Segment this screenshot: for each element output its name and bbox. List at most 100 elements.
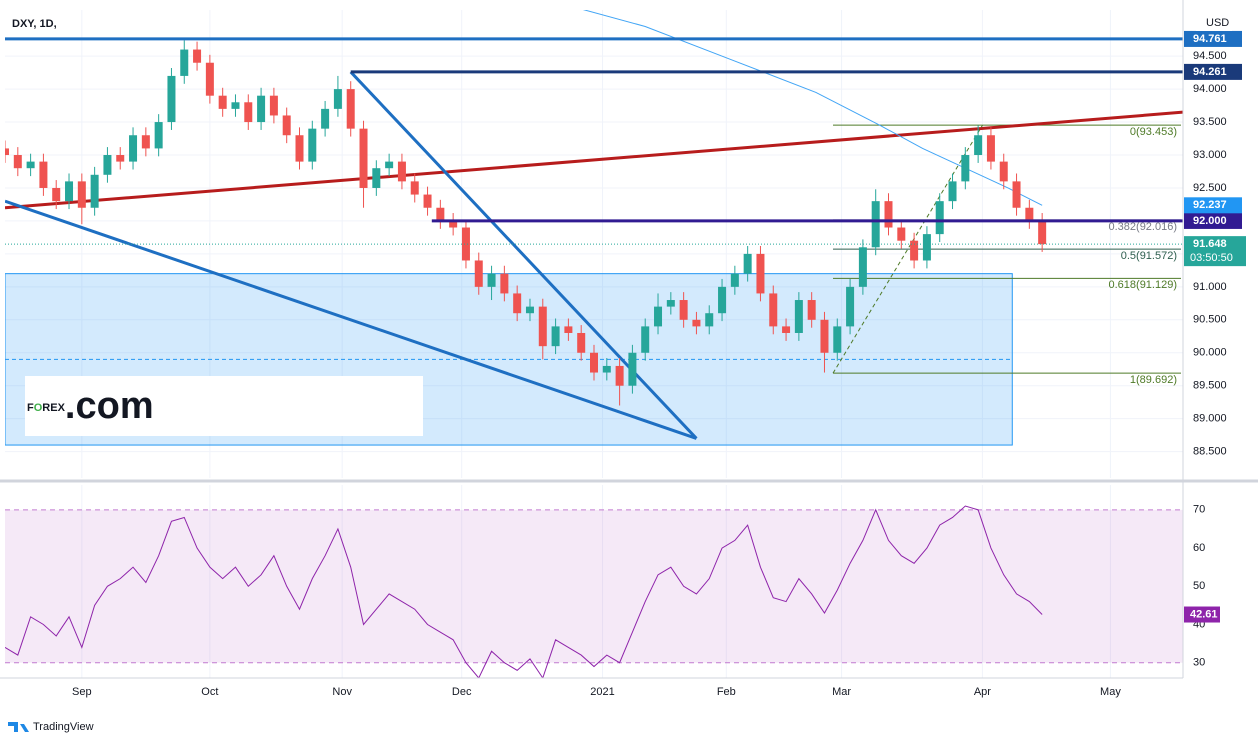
candle-body: [705, 313, 714, 327]
candle-body: [141, 135, 150, 149]
brand: TradingView: [33, 721, 94, 733]
candle-body: [602, 365, 611, 373]
ma-label: 92.237: [1193, 199, 1227, 211]
candle-body: [385, 161, 394, 169]
candle-body: [449, 220, 458, 228]
candle-body: [538, 306, 547, 347]
candle-body: [474, 260, 483, 287]
candle-body: [756, 253, 765, 294]
candle-body: [961, 155, 970, 182]
candle-body: [65, 181, 74, 202]
logo-part: .com: [65, 385, 154, 427]
candle-body: [525, 306, 534, 314]
candle-body: [1025, 207, 1034, 221]
candle-body: [321, 108, 330, 129]
candle-body: [628, 352, 637, 386]
fib-label: 0.618(91.129): [1109, 279, 1178, 291]
trendline: [349, 70, 698, 440]
logo-part: O: [34, 402, 43, 414]
candle-body: [820, 319, 829, 353]
level-tag: [1184, 30, 1242, 47]
currency-bg: [1196, 15, 1232, 31]
candle-body: [794, 300, 803, 333]
candle-body: [858, 247, 867, 287]
candle-body: [129, 135, 138, 162]
candle-body: [871, 201, 880, 248]
x-tick-label: Dec: [452, 686, 472, 698]
candle-body: [423, 194, 432, 208]
rsi: [5, 505, 1183, 678]
candle-body: [257, 95, 266, 123]
candle-body: [500, 273, 509, 294]
candle-body: [654, 306, 663, 327]
candle-body: [1012, 181, 1021, 208]
candle-body: [26, 161, 35, 169]
candle-body: [461, 227, 470, 261]
x-tick-label: Mar: [832, 686, 851, 698]
candle-body: [295, 135, 304, 162]
fib-label: 1(89.692): [1130, 374, 1177, 386]
x-tick-label: May: [1100, 686, 1121, 698]
candle-body: [910, 240, 919, 261]
rsi-tick-label: 50: [1193, 580, 1205, 592]
fib-label: 0(93.453): [1130, 126, 1177, 138]
candle-body: [205, 62, 214, 96]
candle-body: [269, 95, 278, 116]
candle-body: [436, 207, 445, 221]
candle-body: [103, 155, 112, 175]
candle-body: [333, 89, 342, 109]
rsi-tick-label: 70: [1193, 504, 1205, 516]
rsi-band: [5, 509, 1183, 663]
price-tag: [1184, 236, 1246, 267]
currency: USD: [1206, 17, 1229, 29]
title-bg: [8, 15, 72, 33]
candle-body: [218, 95, 227, 109]
candle-body: [346, 89, 355, 129]
x-tick-label: 2021: [590, 686, 614, 698]
x-tick-label: Sep: [72, 686, 92, 698]
trendline: [5, 199, 697, 440]
candle-body: [1038, 220, 1047, 245]
y-tick-label: 89.000: [1193, 413, 1227, 425]
candle-body: [410, 181, 419, 195]
trendline: [832, 125, 983, 374]
candle-body: [39, 161, 48, 188]
candle-body: [986, 135, 995, 162]
rsi-tick-label: 60: [1193, 542, 1205, 554]
y-tick-label: 92.500: [1193, 182, 1227, 194]
candle-body: [782, 326, 791, 333]
candle-body: [231, 102, 240, 109]
candle-body: [551, 326, 560, 347]
x-tick-label: Feb: [717, 686, 736, 698]
logo-bg: [25, 376, 423, 436]
candle-body: [193, 49, 202, 63]
fib-label: 0.382(92.016): [1109, 221, 1178, 233]
candle-body: [679, 300, 688, 320]
y-tick-label: 94.000: [1193, 83, 1227, 95]
candle-body: [564, 326, 573, 333]
logo-part: F: [27, 402, 34, 414]
y-tick-label: 88.500: [1193, 446, 1227, 458]
candle-body: [974, 135, 983, 156]
candle-body: [999, 161, 1008, 182]
x-tick-label: Oct: [201, 686, 218, 698]
candle-body: [180, 49, 189, 76]
candle-body: [577, 332, 586, 353]
countdown: 03:50:50: [1190, 252, 1233, 264]
candle-body: [615, 365, 624, 386]
candle-body: [718, 286, 727, 314]
y-tick-label: 90.000: [1193, 347, 1227, 359]
candle-body: [922, 234, 931, 261]
candle-body: [769, 293, 778, 327]
price-label: 91.648: [1193, 238, 1227, 250]
candle-body: [282, 115, 291, 136]
y-tick-label: 91.000: [1193, 281, 1227, 293]
y-tick-label: 89.500: [1193, 380, 1227, 392]
candle-body: [359, 128, 368, 188]
x-tick-label: Nov: [332, 686, 352, 698]
y-tick-label: 90.500: [1193, 314, 1227, 326]
candle-body: [666, 300, 675, 307]
candle-body: [372, 168, 381, 188]
rsi-line: [5, 505, 1043, 678]
